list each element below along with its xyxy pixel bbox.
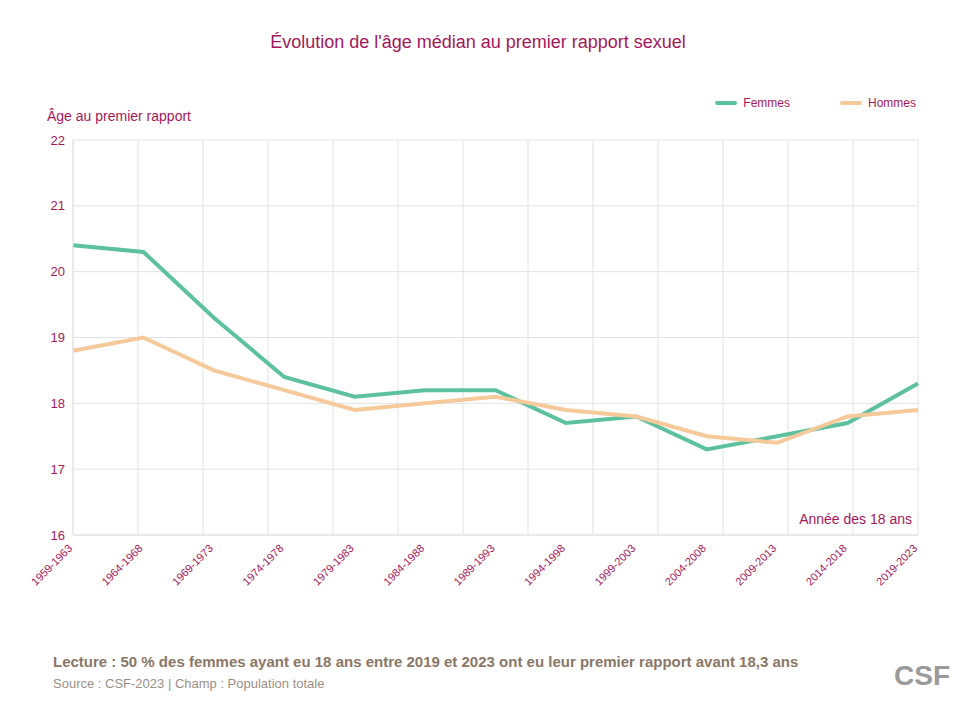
svg-text:16: 16 xyxy=(51,528,65,543)
svg-text:1959-1963: 1959-1963 xyxy=(29,542,75,588)
html-text:Source : CSF-2023 | Champ : Po: Source : CSF-2023 | Champ : Population t… xyxy=(53,676,325,691)
svg-text:17: 17 xyxy=(51,462,65,477)
svg-text:1974-1978: 1974-1978 xyxy=(240,542,286,588)
svg-text:1984-1988: 1984-1988 xyxy=(381,542,427,588)
html-text:Lecture : 50 % des femmes ayan: Lecture : 50 % des femmes ayant eu 18 an… xyxy=(53,653,799,670)
html-text:CSF: CSF xyxy=(894,660,950,691)
html-text:Évolution de l'âge médian au p: Évolution de l'âge médian au premier rap… xyxy=(270,32,686,52)
svg-text:1999-2003: 1999-2003 xyxy=(592,542,638,588)
svg-text:1994-1998: 1994-1998 xyxy=(522,542,568,588)
svg-text:19: 19 xyxy=(51,330,65,345)
svg-text:1964-1968: 1964-1968 xyxy=(99,542,145,588)
svg-text:2004-2008: 2004-2008 xyxy=(662,542,708,588)
svg-text:2014-2018: 2014-2018 xyxy=(803,542,849,588)
html-text:Femmes: Femmes xyxy=(743,96,790,110)
svg-text:1989-1993: 1989-1993 xyxy=(451,542,497,588)
svg-text:21: 21 xyxy=(51,198,65,213)
html-text:Hommes: Hommes xyxy=(868,96,916,110)
svg-text:2009-2013: 2009-2013 xyxy=(733,542,779,588)
svg-text:18: 18 xyxy=(51,396,65,411)
html-text:Année des 18 ans: Année des 18 ans xyxy=(799,511,912,527)
svg-text:20: 20 xyxy=(51,264,65,279)
svg-text:22: 22 xyxy=(51,133,65,148)
svg-text:1969-1973: 1969-1973 xyxy=(170,542,216,588)
svg-text:1979-1983: 1979-1983 xyxy=(310,542,356,588)
svg-text:2019-2023: 2019-2023 xyxy=(874,542,920,588)
html-text:Âge au premier rapport: Âge au premier rapport xyxy=(47,108,191,124)
